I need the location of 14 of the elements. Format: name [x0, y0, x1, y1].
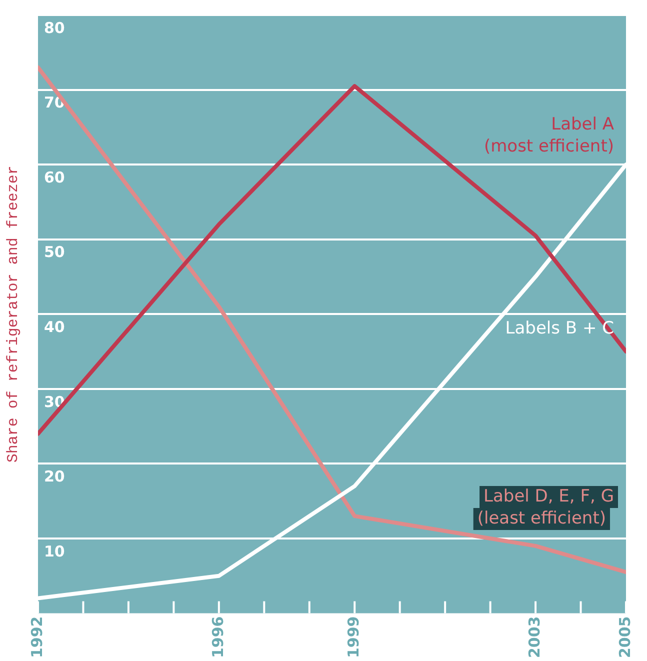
- y-tick-label: 20: [44, 468, 65, 486]
- x-tick-label: 1996: [208, 616, 227, 658]
- y-axis-title: Share of refrigerator and freezer: [4, 166, 22, 463]
- x-tick-label: 1999: [344, 616, 363, 658]
- y-tick-label: 40: [44, 318, 65, 336]
- series-label: Label A (most efficient): [484, 114, 614, 156]
- x-tick-label: 2003: [525, 616, 544, 658]
- y-tick-label: 10: [44, 542, 65, 560]
- y-tick-label: 50: [44, 243, 65, 262]
- series-label: Label D, E, F, G (least efficient): [477, 486, 614, 528]
- y-tick-label: 80: [44, 18, 65, 37]
- x-tick-label: 1992: [28, 616, 46, 658]
- y-tick-label: 60: [44, 168, 65, 186]
- x-tick-label: 2005: [616, 616, 634, 658]
